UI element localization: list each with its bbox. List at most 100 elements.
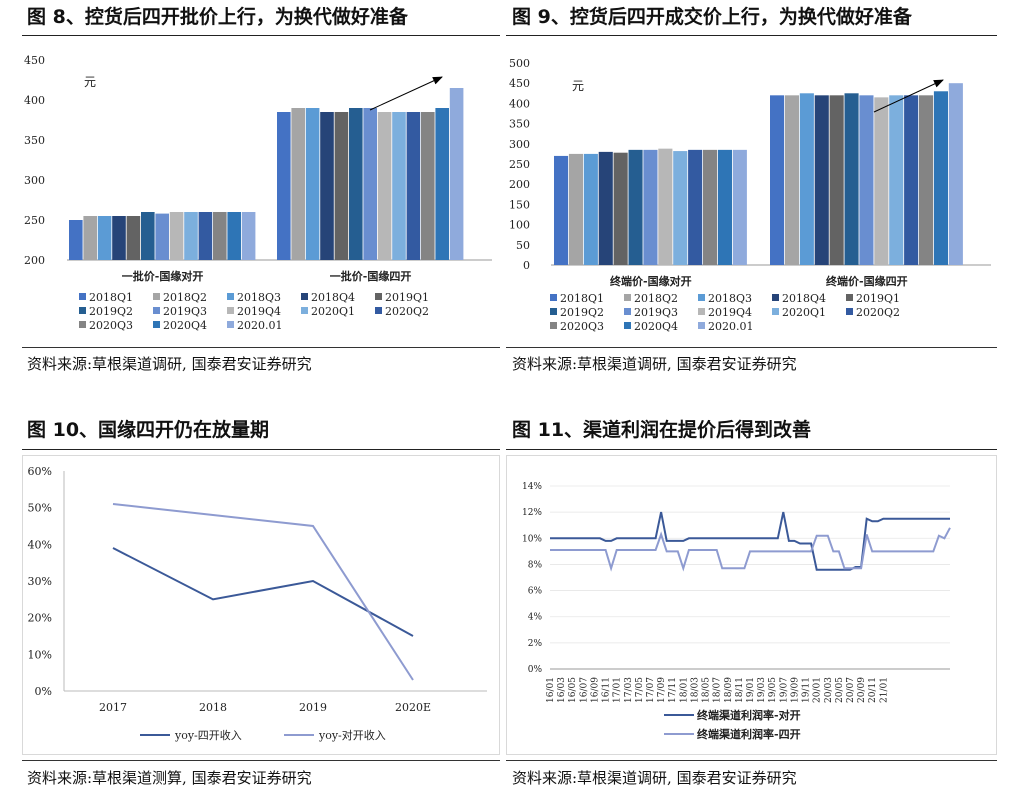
legend-swatch [79, 321, 86, 328]
bar [844, 93, 859, 265]
figure-8-bottom-rule [22, 347, 500, 348]
y-tick-label: 10% [28, 648, 52, 661]
x-tick-label: 19/03 [757, 677, 767, 703]
figure-9-source: 资料来源:草根渠道调研, 国泰君安证券研究 [512, 355, 797, 373]
y-tick-label: 0% [35, 685, 52, 698]
y-tick-label: 12% [522, 508, 542, 518]
legend-swatch [698, 308, 705, 315]
y-tick-label: 150 [509, 198, 530, 211]
x-tick-label: 17/03 [624, 677, 634, 703]
legend-swatch [153, 293, 160, 300]
figure-11-source: 资料来源:草根渠道调研, 国泰君安证券研究 [512, 769, 797, 787]
bar [583, 153, 598, 265]
y-tick-label: 4% [528, 613, 543, 623]
bar [688, 149, 703, 265]
bar [859, 95, 874, 265]
y-tick-label: 450 [509, 77, 530, 90]
y-tick-label: 400 [24, 94, 45, 107]
bar [213, 212, 227, 260]
legend-swatch [79, 293, 86, 300]
x-tick-label: 20/01 [813, 677, 823, 703]
legend-swatch [375, 307, 382, 314]
bar [732, 149, 747, 265]
y-tick-label: 350 [509, 118, 530, 131]
bar [141, 212, 155, 260]
legend-swatch [79, 307, 86, 314]
bar [305, 108, 320, 260]
x-tick-label: 17/07 [646, 677, 656, 703]
figure-9-top-rule [506, 35, 997, 36]
legend-swatch [227, 293, 234, 300]
legend-label: 2020Q1 [311, 305, 355, 318]
legend-swatch [375, 293, 382, 300]
category-label: 一批价-国缘四开 [330, 269, 412, 283]
y-tick-label: 20% [28, 612, 52, 625]
figure-9-bar-chart: 500450400350300250200150100500元终端价-国缘对开终… [509, 57, 991, 333]
y-tick-label: 30% [28, 575, 52, 588]
x-tick-label: 20/03 [824, 677, 834, 703]
figure-10-line-chart: 60% 50% 40% 30% 20% 10% 0% 2017 2018 2019 2020E yoy… [22, 455, 500, 755]
bar [874, 97, 889, 265]
trend-arrow [873, 79, 944, 113]
category-label: 终端价-国缘四开 [826, 274, 908, 288]
legend-label: 2018Q3 [708, 292, 752, 305]
legend-label: 2019Q1 [856, 292, 900, 305]
figure-11-bottom-rule [506, 760, 997, 761]
x-tick-label: 16/01 [546, 677, 556, 703]
x-tick-label: 16/11 [602, 677, 612, 703]
figure-11-title: 图 11、渠道利润在提价后得到改善 [512, 419, 812, 441]
series-line [112, 503, 414, 681]
x-tick-label: 21/01 [879, 677, 889, 703]
bar [334, 112, 349, 260]
bar [277, 112, 291, 260]
chart-frame [506, 455, 997, 755]
x-tick-label: 18/11 [735, 677, 745, 703]
x-tick-label: 16/03 [557, 677, 567, 703]
x-tick-label: 17/05 [635, 677, 645, 703]
bar [435, 108, 449, 260]
bar [770, 95, 785, 265]
x-tick-label: 20/11 [868, 677, 878, 703]
figure-8-title: 图 8、控货后四开批价上行，为换代做好准备 [27, 6, 408, 28]
bar [598, 151, 613, 265]
y-tick-label: 500 [509, 57, 530, 70]
bar [643, 149, 658, 265]
y-tick-label: 0 [523, 259, 530, 272]
bar [613, 152, 628, 265]
x-tick-label: 20/05 [835, 677, 845, 703]
legend-label: 2020Q1 [782, 306, 826, 319]
legend-label: 终端渠道利润率-四开 [697, 727, 801, 741]
y-tick-label: 8% [528, 560, 543, 570]
x-tick-label: 17/09 [657, 677, 667, 703]
y-tick-label: 40% [28, 538, 52, 551]
bar [97, 216, 112, 260]
bar [717, 149, 732, 265]
legend-label: 2020.01 [237, 319, 283, 332]
legend-label: 2020Q4 [634, 320, 678, 333]
y-tick-label: 250 [24, 214, 45, 227]
series-line [550, 527, 951, 572]
figure-9-bottom-rule [506, 347, 997, 348]
chart-frame [22, 455, 500, 755]
x-tick-label: 19/11 [802, 677, 812, 703]
x-tick-label: 2019 [299, 701, 327, 714]
x-tick-label: 18/07 [713, 677, 723, 703]
x-tick-label: 16/07 [579, 677, 589, 703]
bar [658, 148, 673, 265]
legend-swatch [846, 294, 853, 301]
legend-swatch [624, 308, 631, 315]
legend-swatch [227, 307, 234, 314]
x-tick-label: 16/09 [590, 677, 600, 703]
legend-label: 2019Q2 [560, 306, 604, 319]
legend-label: 2018Q4 [782, 292, 826, 305]
y-tick-label: 200 [509, 178, 530, 191]
legend-label: 2019Q1 [385, 291, 429, 304]
bar [449, 88, 464, 260]
y-tick-label: 50 [516, 239, 530, 252]
bar [349, 108, 363, 260]
legend-swatch [301, 293, 308, 300]
bar [83, 216, 97, 260]
x-tick-label: 18/05 [702, 677, 712, 703]
bar [421, 112, 435, 260]
